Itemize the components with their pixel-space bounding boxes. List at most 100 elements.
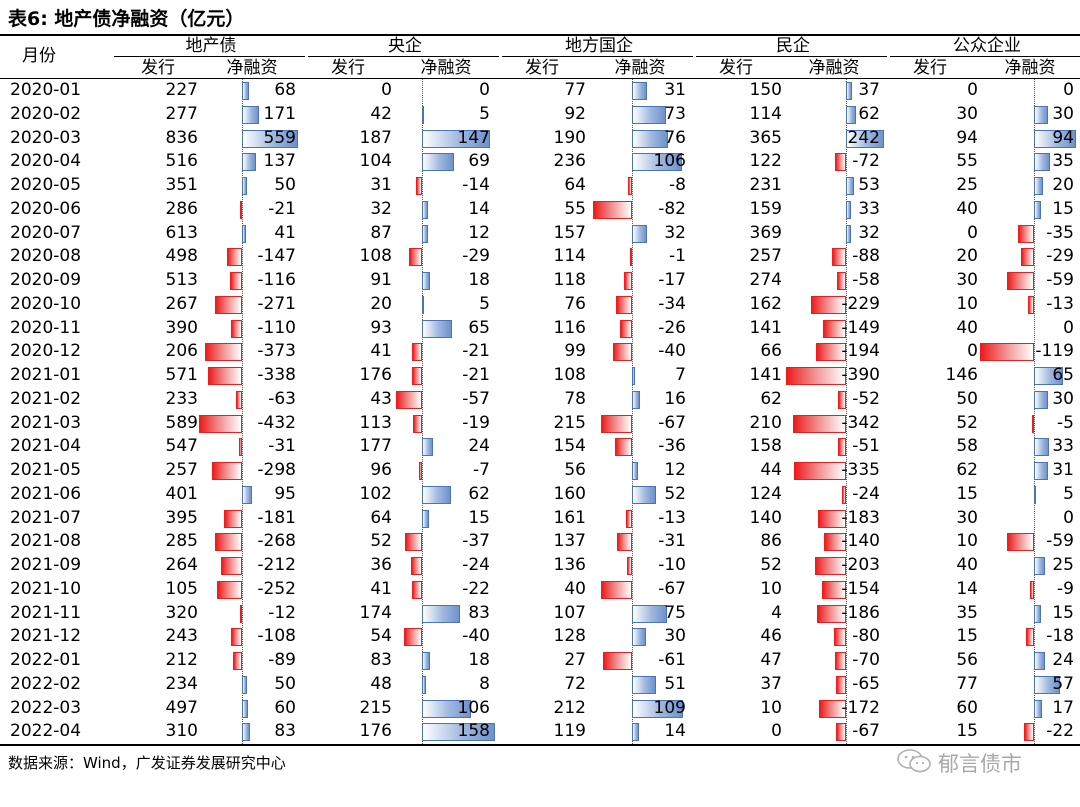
netfin-bar xyxy=(230,272,242,290)
issue-cell: 0 xyxy=(967,222,978,243)
issue-cell: 42 xyxy=(370,103,392,124)
issue-cell: 35 xyxy=(956,602,978,623)
netfin-bar xyxy=(422,129,490,148)
netfin-cell: 37 xyxy=(858,80,880,100)
netfin-bar xyxy=(1018,224,1034,243)
month-cell: 2021-06 xyxy=(10,483,82,504)
netfin-bar xyxy=(422,200,429,219)
group-header: 央企 xyxy=(388,36,422,56)
netfin-bar xyxy=(1034,177,1043,195)
issue-cell: 137 xyxy=(553,531,586,552)
month-cell: 2021-02 xyxy=(10,388,82,409)
netfin-cell: -34 xyxy=(658,293,686,314)
netfin-cell: -65 xyxy=(852,673,880,694)
month-cell: 2020-02 xyxy=(10,103,82,124)
month-cell: 2021-04 xyxy=(10,436,82,457)
table-row: 2021-05 257 -298 96 -7 56 12 44 -335 62 31 xyxy=(0,459,1080,483)
netfin-cell: 83 xyxy=(468,602,490,623)
netfin-header: 净融资 xyxy=(614,58,666,78)
netfin-bar xyxy=(215,533,242,552)
netfin-cell: 109 xyxy=(653,697,686,718)
netfin-cell: -5 xyxy=(1057,412,1074,433)
netfin-cell: 33 xyxy=(858,198,880,219)
netfin-bar xyxy=(834,153,846,172)
netfin-bar xyxy=(235,390,242,409)
netfin-cell: -58 xyxy=(852,270,880,290)
netfin-cell: 32 xyxy=(664,222,686,243)
issue-cell: 118 xyxy=(553,270,586,290)
netfin-cell: 65 xyxy=(1052,365,1074,385)
issue-cell: 161 xyxy=(553,507,586,528)
netfin-cell: -172 xyxy=(841,697,880,718)
issue-cell: 76 xyxy=(564,293,586,314)
netfin-bar xyxy=(242,699,248,718)
netfin-bar xyxy=(846,177,855,195)
table-row: 2020-04 516 137 104 69 236 106 122 -72 55 35 xyxy=(0,150,1080,174)
zero-axis xyxy=(422,79,423,744)
issue-cell: 41 xyxy=(370,341,392,362)
netfin-bar xyxy=(785,367,846,385)
issue-cell: 30 xyxy=(956,507,978,528)
netfin-cell: -9 xyxy=(1057,578,1074,599)
month-cell: 2022-04 xyxy=(10,721,82,742)
issue-cell: 187 xyxy=(359,127,392,148)
issue-cell: 157 xyxy=(553,222,586,243)
netfin-cell: -24 xyxy=(462,555,490,575)
netfin-bar xyxy=(624,272,632,290)
netfin-bar xyxy=(837,390,846,409)
netfin-cell: 30 xyxy=(1052,388,1074,409)
netfin-cell: -51 xyxy=(852,436,880,457)
netfin-bar xyxy=(242,723,251,742)
netfin-bar xyxy=(1034,462,1048,480)
issue-cell: 836 xyxy=(165,127,198,148)
issue-cell: 56 xyxy=(564,460,586,480)
netfin-cell: -149 xyxy=(841,317,880,338)
netfin-bar xyxy=(1034,105,1048,124)
netfin-cell: -7 xyxy=(473,460,490,480)
netfin-bar xyxy=(630,248,632,267)
netfin-bar xyxy=(846,82,852,100)
issue-header: 发行 xyxy=(913,58,947,78)
group-header: 地产债 xyxy=(185,36,237,56)
netfin-cell: 242 xyxy=(847,127,880,148)
netfin-cell: -21 xyxy=(268,198,296,219)
netfin-bar xyxy=(792,414,846,433)
netfin-bar xyxy=(632,105,667,124)
issue-cell: 174 xyxy=(359,602,392,623)
netfin-bar xyxy=(1034,652,1045,670)
netfin-bar xyxy=(220,557,242,575)
issue-cell: 351 xyxy=(165,175,198,195)
netfin-bar xyxy=(815,343,846,362)
netfin-cell: 0 xyxy=(1063,507,1074,528)
issue-cell: 159 xyxy=(749,198,782,219)
issue-cell: 210 xyxy=(749,412,782,433)
netfin-bar xyxy=(242,177,247,195)
issue-cell: 140 xyxy=(749,507,782,528)
table-row: 2020-05 351 50 31 -14 64 -8 231 53 25 20 xyxy=(0,174,1080,198)
issue-cell: 44 xyxy=(760,460,782,480)
netfin-bar xyxy=(239,200,242,219)
group-underline xyxy=(890,56,1080,57)
netfin-cell: -29 xyxy=(1046,246,1074,267)
netfin-cell: 83 xyxy=(274,721,296,742)
bottom-rule xyxy=(0,744,1080,746)
netfin-bar xyxy=(632,675,656,694)
netfin-bar xyxy=(422,699,471,718)
netfin-cell: -154 xyxy=(841,578,880,599)
issue-cell: 93 xyxy=(370,317,392,338)
month-cell: 2021-10 xyxy=(10,578,82,599)
issue-cell: 77 xyxy=(956,673,978,694)
issue-cell: 62 xyxy=(956,460,978,480)
issue-cell: 227 xyxy=(165,80,198,100)
netfin-cell: -212 xyxy=(257,555,296,575)
month-cell: 2020-05 xyxy=(10,175,82,195)
netfin-bar xyxy=(242,485,252,504)
issue-cell: 96 xyxy=(370,460,392,480)
group-header: 公众企业 xyxy=(953,36,1021,56)
netfin-bar xyxy=(632,462,638,480)
netfin-cell: -24 xyxy=(852,483,880,504)
netfin-bar xyxy=(832,248,846,267)
issue-cell: 56 xyxy=(956,650,978,670)
issue-cell: 589 xyxy=(165,412,198,433)
group-underline xyxy=(502,56,693,57)
